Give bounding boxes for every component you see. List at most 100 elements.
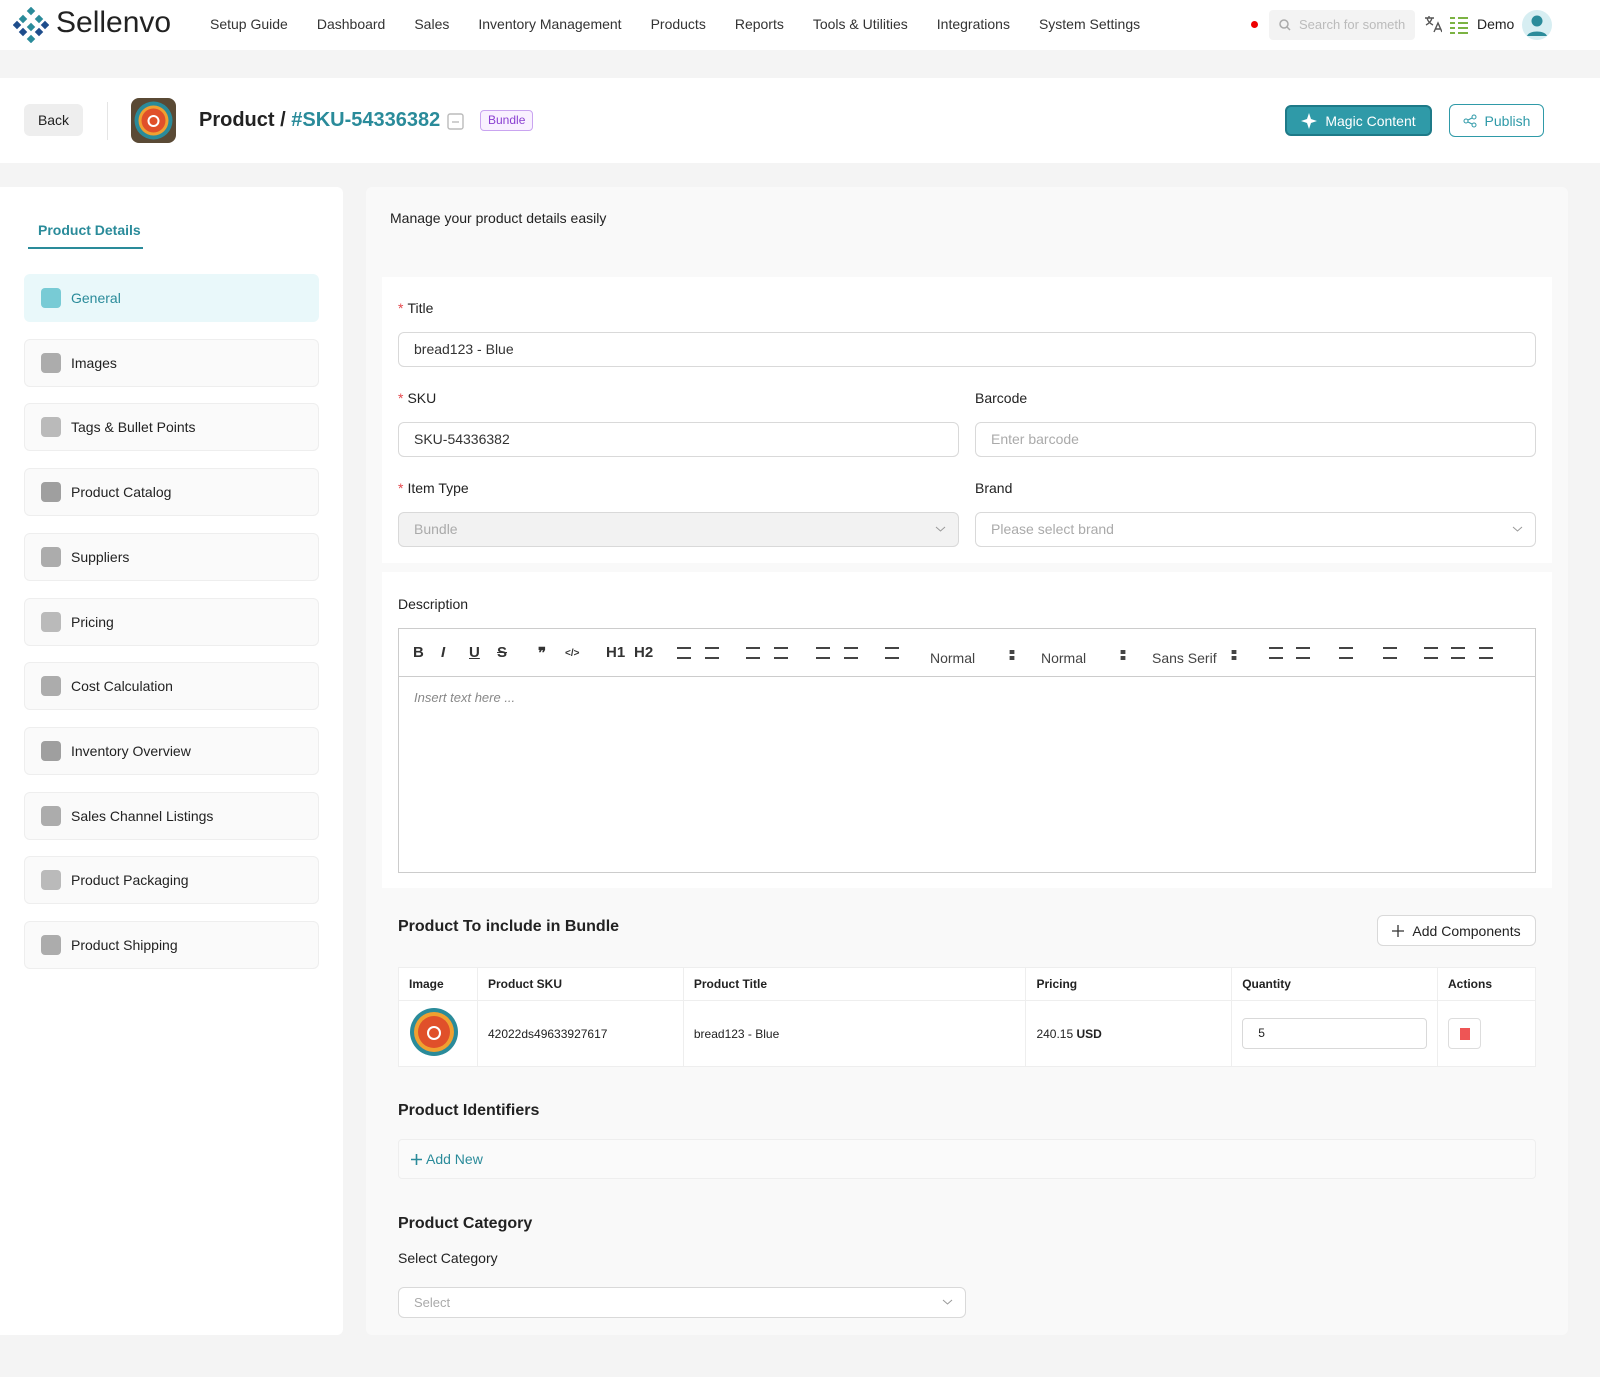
- nav-link[interactable]: Setup Guide: [210, 16, 288, 32]
- sidebar-item[interactable]: Product Packaging: [24, 856, 319, 905]
- toolbar-button[interactable]: U: [469, 644, 480, 661]
- nav-link[interactable]: Integrations: [936, 16, 1010, 32]
- sidebar-tab[interactable]: Product Details: [38, 222, 141, 238]
- search-box[interactable]: Search for someth: [1269, 10, 1415, 40]
- layout-icon[interactable]: [1449, 15, 1469, 35]
- toolbar-button[interactable]: ❞: [538, 645, 547, 662]
- sidebar-item[interactable]: Images: [24, 338, 319, 387]
- sidebar-item[interactable]: Tags & Bullet Points: [24, 403, 319, 452]
- item-type-label: * Item Type: [398, 480, 469, 496]
- pricing-cell: 240.15 USD: [1025, 1000, 1233, 1067]
- nav-link[interactable]: Inventory Management: [478, 16, 622, 32]
- editor-placeholder[interactable]: Insert text here ...: [414, 690, 516, 705]
- toolbar-icon[interactable]: [677, 647, 691, 659]
- toolbar-icon[interactable]: [705, 647, 719, 659]
- editor-toolbar: B I U S ❞ </> H1 H2 Normal Normal Sans Serif: [399, 629, 1535, 677]
- bundle-title: Product To include in Bundle: [398, 918, 620, 935]
- item-label: Suppliers: [71, 548, 130, 565]
- nav-links: Setup Guide Dashboard Sales Inventory Manag…: [210, 16, 1140, 32]
- publish-button[interactable]: Publish: [1449, 104, 1544, 137]
- publish-label: Publish: [1484, 112, 1531, 129]
- toolbar-dropdown[interactable]: Sans Serif: [1152, 650, 1237, 666]
- toolbar-dropdown[interactable]: Normal: [1041, 650, 1126, 666]
- brand-select[interactable]: Please select brand: [975, 512, 1536, 547]
- toolbar-icon[interactable]: [885, 647, 899, 659]
- item-icon: [41, 935, 61, 955]
- item-icon: [41, 546, 61, 567]
- sku-input[interactable]: SKU-54336382: [398, 422, 959, 457]
- toolbar-icon[interactable]: [1383, 647, 1397, 659]
- item-label: Sales Channel Listings: [71, 807, 214, 824]
- item-type-value: Bundle: [414, 521, 458, 537]
- copy-icon[interactable]: [447, 111, 465, 131]
- sidebar-item[interactable]: Sales Channel Listings: [24, 791, 319, 840]
- toolbar-icon[interactable]: [1451, 647, 1465, 659]
- toolbar-button[interactable]: B: [413, 644, 424, 661]
- sidebar-item[interactable]: Inventory Overview: [24, 726, 319, 775]
- item-label: Cost Calculation: [71, 678, 173, 695]
- category-label: Select Category: [398, 1250, 498, 1266]
- toolbar-icon[interactable]: [1479, 647, 1493, 659]
- nav-link[interactable]: Tools & Utilities: [812, 16, 908, 32]
- logo-icon: [13, 7, 49, 43]
- user-name[interactable]: Demo: [1477, 16, 1515, 32]
- toolbar-icon[interactable]: [844, 647, 858, 659]
- item-label: Inventory Overview: [71, 742, 191, 759]
- item-label: Pricing: [71, 613, 114, 630]
- title-input[interactable]: bread123 - Blue: [398, 332, 1536, 367]
- toolbar-button[interactable]: I: [441, 644, 446, 661]
- nav-link[interactable]: Products: [650, 16, 706, 32]
- toolbar-button[interactable]: S: [497, 644, 508, 661]
- sidebar: Product Details General Images Tags & Bull…: [0, 187, 343, 1335]
- avatar[interactable]: [1522, 10, 1552, 40]
- toolbar-button[interactable]: </>: [565, 648, 580, 659]
- item-label: Product Packaging: [71, 872, 189, 889]
- sidebar-item[interactable]: Suppliers: [24, 532, 319, 581]
- toolbar-button[interactable]: H2: [634, 644, 654, 661]
- dropdown-arrows: [1120, 650, 1126, 660]
- delete-button[interactable]: [1448, 1018, 1481, 1049]
- sidebar-item[interactable]: Cost Calculation: [24, 662, 319, 711]
- add-components-button[interactable]: Add Components: [1377, 915, 1536, 946]
- item-icon: [41, 417, 61, 438]
- nav-link[interactable]: Reports: [734, 16, 784, 32]
- toolbar-icon[interactable]: [774, 647, 788, 659]
- barcode-input[interactable]: Enter barcode: [975, 422, 1536, 457]
- nav-link[interactable]: Dashboard: [316, 16, 386, 32]
- barcode-label: Barcode: [975, 390, 1028, 406]
- toolbar-icon[interactable]: [1424, 647, 1438, 659]
- brand[interactable]: Sellenvo: [56, 6, 172, 39]
- translate-icon[interactable]: [1424, 15, 1442, 33]
- intro: Manage your product details easily: [390, 210, 607, 226]
- toolbar-icon[interactable]: [1339, 647, 1353, 659]
- quantity-input[interactable]: 5: [1242, 1018, 1427, 1049]
- add-new-link[interactable]: Add New: [411, 1151, 483, 1167]
- sidebar-item[interactable]: Product Catalog: [24, 468, 319, 517]
- sidebar-item[interactable]: Product Shipping: [24, 921, 319, 969]
- nav-link[interactable]: System Settings: [1038, 16, 1141, 32]
- item-label: Product Shipping: [71, 937, 178, 953]
- toolbar-icon[interactable]: [1269, 647, 1283, 659]
- search-icon: [1279, 19, 1291, 31]
- toolbar-dropdown[interactable]: Normal: [930, 650, 1015, 666]
- toolbar-icon[interactable]: [816, 647, 830, 659]
- column-header: Actions: [1437, 967, 1536, 1001]
- toolbar-icon[interactable]: [1296, 647, 1310, 659]
- sidebar-item[interactable]: General: [24, 274, 319, 322]
- page-title: Product / #SKU-54336382: [199, 109, 440, 132]
- category-select[interactable]: Select: [398, 1287, 966, 1318]
- item-label: Images: [71, 354, 117, 371]
- description-label: Description: [398, 596, 469, 612]
- item-label: General: [71, 290, 121, 306]
- product-thumb: [131, 98, 176, 143]
- magic-content-button[interactable]: Magic Content: [1285, 105, 1432, 136]
- title-label: * Title: [398, 300, 433, 316]
- sidebar-item[interactable]: Pricing: [24, 597, 319, 646]
- nav-link[interactable]: Sales: [414, 16, 450, 32]
- dropdown-label: Normal: [1041, 650, 1087, 666]
- back-button[interactable]: Back: [24, 104, 83, 136]
- item-type-select[interactable]: Bundle: [398, 512, 959, 547]
- toolbar-icon[interactable]: [746, 647, 760, 659]
- toolbar-button[interactable]: H1: [606, 644, 626, 661]
